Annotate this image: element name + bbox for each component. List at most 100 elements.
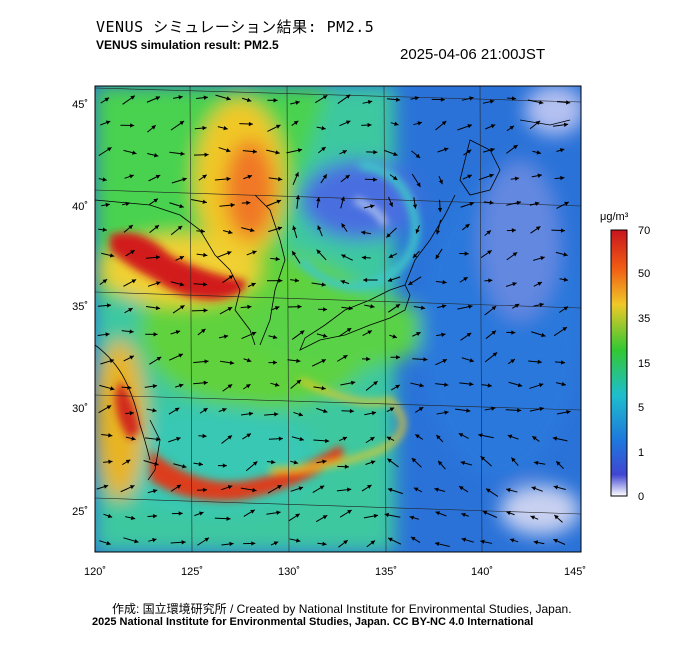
- wind-arrow: [512, 303, 520, 309]
- wind-arrow: [506, 488, 518, 493]
- wind-arrow: [122, 95, 136, 105]
- wind-arrow: [99, 278, 108, 285]
- wind-arrow: [481, 383, 492, 388]
- wind-arrow: [533, 256, 545, 261]
- wind-arrow: [222, 229, 233, 235]
- wind-arrow: [221, 541, 234, 547]
- lon-tick-label: 145˚: [564, 566, 586, 578]
- wind-arrow: [364, 411, 377, 416]
- wind-arrow: [291, 120, 299, 126]
- wind-arrow: [287, 304, 302, 309]
- wind-arrow: [240, 411, 254, 416]
- wind-arrow: [386, 407, 395, 413]
- wind-arrow: [361, 255, 371, 260]
- wind-arrow: [243, 383, 251, 390]
- wind-arrow: [458, 432, 469, 439]
- wind-arrow: [146, 305, 161, 311]
- wind-arrow: [510, 176, 520, 181]
- wind-arrow: [149, 356, 162, 365]
- wind-arrow: [194, 125, 207, 131]
- wind-arrow: [170, 484, 182, 492]
- lat-tick-label: 45˚: [72, 99, 88, 111]
- wind-arrow: [480, 455, 492, 467]
- wind-arrow: [268, 436, 283, 441]
- lon-tick-label: 130˚: [278, 566, 300, 578]
- wind-arrow: [482, 147, 495, 153]
- wind-arrow: [384, 150, 398, 157]
- wind-arrow: [531, 435, 540, 442]
- wind-arrow: [222, 383, 233, 392]
- wind-arrow: [363, 513, 379, 519]
- wind-arrow: [363, 204, 375, 209]
- wind-arrow: [386, 436, 395, 442]
- wind-arrow: [458, 485, 469, 493]
- wind-arrow: [505, 282, 517, 287]
- wind-arrow: [559, 306, 569, 313]
- wind-arrow: [121, 329, 134, 334]
- wind-arrow: [484, 230, 492, 236]
- wind-arrow: [412, 357, 428, 362]
- wind-arrow: [339, 150, 348, 155]
- wind-arrow: [506, 251, 518, 261]
- wind-arrow: [214, 176, 231, 182]
- wind-arrow: [197, 537, 210, 546]
- wind-arrow: [551, 228, 566, 233]
- wind-arrow: [388, 303, 401, 313]
- wind-arrow: [172, 95, 183, 100]
- wind-arrow: [506, 330, 516, 335]
- lat-tick-label: 25˚: [72, 506, 88, 518]
- longitude-axis: 120˚ 125˚ 130˚ 135˚ 140˚ 145˚: [84, 566, 586, 578]
- wind-arrow: [461, 96, 474, 101]
- wind-arrow: [339, 120, 351, 127]
- wind-arrow: [554, 175, 565, 181]
- wind-arrow: [268, 176, 283, 182]
- wind-arrow: [171, 177, 187, 184]
- wind-arrow: [124, 307, 133, 314]
- wind-arrow: [219, 202, 235, 208]
- wind-arrow: [173, 463, 187, 469]
- wind-arrow: [290, 379, 302, 389]
- wind-arrow: [147, 153, 159, 158]
- wind-arrow: [431, 97, 445, 102]
- wind-arrow: [290, 100, 300, 105]
- wind-arrow: [413, 305, 426, 310]
- wind-arrow: [414, 433, 424, 440]
- wind-arrow: [170, 281, 185, 287]
- wind-arrow: [268, 360, 278, 365]
- wind-arrow: [435, 382, 449, 387]
- wind-arrow: [267, 98, 278, 103]
- wind-arrow: [97, 332, 110, 337]
- colorbar-tick: 5: [638, 402, 644, 414]
- wind-arrow: [506, 125, 515, 132]
- wind-arrow: [218, 407, 227, 413]
- wind-arrow: [455, 408, 471, 413]
- wind-arrow: [291, 330, 305, 340]
- wind-arrow: [149, 198, 159, 205]
- wind-arrow: [461, 537, 474, 543]
- wind-arrow: [243, 358, 252, 363]
- wind-arrow: [532, 150, 542, 155]
- wind-arrow: [435, 248, 443, 260]
- wind-arrow: [312, 359, 327, 367]
- wind-arrow: [99, 384, 115, 391]
- wind-arrow: [240, 304, 252, 310]
- wind-arrow: [341, 408, 354, 414]
- wind-arrow: [459, 251, 469, 256]
- wind-arrow: [100, 97, 110, 104]
- wind-arrow: [533, 281, 543, 287]
- pm25-map: 120˚ 125˚ 130˚ 135˚ 140˚ 145˚ 45˚ 40˚ 35…: [72, 85, 650, 578]
- wind-arrow: [362, 99, 373, 105]
- wind-arrow: [338, 539, 349, 548]
- wind-arrow: [125, 410, 134, 416]
- wind-arrow: [365, 436, 375, 444]
- wind-arrow: [528, 359, 542, 365]
- wind-arrow: [435, 120, 447, 131]
- wind-arrow: [484, 406, 496, 411]
- wind-arrow: [191, 308, 208, 313]
- wind-arrow: [246, 250, 257, 256]
- wind-arrow: [247, 282, 256, 288]
- wind-arrow: [266, 149, 280, 155]
- wind-arrow: [461, 223, 470, 231]
- wind-arrow: [553, 326, 568, 337]
- wind-arrow: [390, 355, 401, 360]
